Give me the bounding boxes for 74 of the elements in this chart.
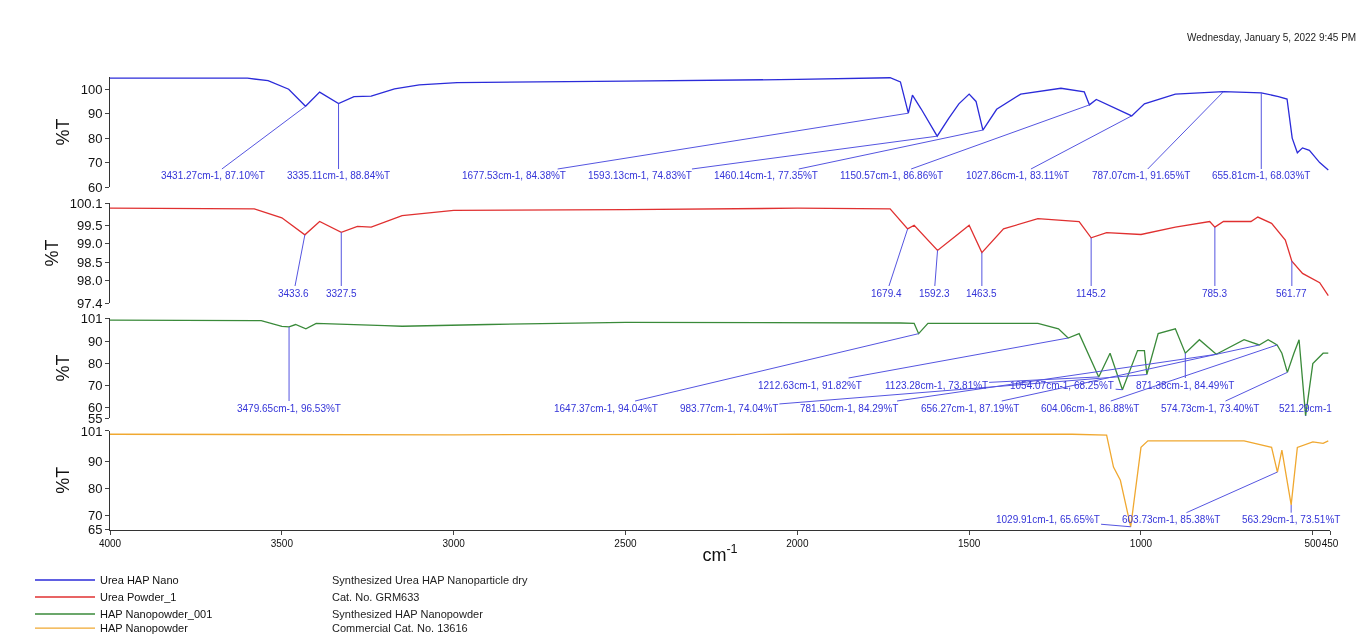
- annotation: 3335.11cm-1, 88.84%T: [287, 170, 391, 181]
- annotation: 1460.14cm-1, 77.35%T: [714, 170, 818, 181]
- y-tick-label: 101: [80, 423, 103, 439]
- x-tick-label: 4000: [98, 537, 122, 549]
- y-tick-label: 70: [87, 377, 103, 393]
- annotation: 1145.2: [1076, 288, 1107, 299]
- y-tick-label: 80: [87, 356, 103, 372]
- x-tick-label: 450: [1321, 537, 1339, 549]
- annotation: 1593.13cm-1, 74.83%T: [588, 170, 692, 181]
- y-axis-title: %T: [52, 354, 73, 382]
- x-tick-label: 3000: [442, 537, 466, 549]
- text: HAP Nanopowder: [100, 622, 189, 635]
- y-tick-label: 65: [87, 522, 103, 538]
- x-axis-title: cm$^{-1}$: [702, 542, 738, 565]
- x-tick-label: 500: [1304, 537, 1322, 549]
- y-tick-label: 101: [80, 310, 103, 326]
- text: Synthesized Urea HAP Nanoparticle dry: [332, 574, 528, 586]
- chart-subtitle: Wednesday, January 5, 2022 9:45 PM: [1187, 32, 1357, 43]
- y-tick-label: 100: [80, 81, 103, 97]
- annotation: 1029.91cm-1, 65.65%T: [996, 514, 1100, 525]
- annotation: 785.3: [1202, 288, 1228, 299]
- y-axis-title: %T: [52, 466, 73, 494]
- y-axis-title: %T: [42, 239, 63, 267]
- y-axis-title: %T: [52, 118, 73, 146]
- x-tick-label: 2500: [614, 537, 638, 549]
- text: Synthesized HAP Nanopowder: [332, 608, 484, 620]
- annotation: 1150.57cm-1, 86.86%T: [840, 170, 944, 181]
- y-tick-label: 70: [87, 155, 103, 171]
- y-tick-label: 100.1: [69, 195, 103, 211]
- annotation: 655.81cm-1, 68.03%T: [1212, 170, 1311, 181]
- text: Cat. No. GRM633: [332, 591, 420, 603]
- y-tick-label: 60: [87, 179, 103, 195]
- y-tick-label: 90: [87, 453, 103, 469]
- annotation: 604.06cm-1, 86.88%T: [1041, 403, 1140, 414]
- text: Urea HAP Nano: [100, 574, 179, 587]
- text: HAP Nanopowder_001: [100, 608, 213, 621]
- y-tick-label: 99.0: [77, 236, 103, 252]
- annotation: 561.77: [1276, 288, 1308, 299]
- annotation: 1679.4: [871, 288, 903, 299]
- annotation: 563.29cm-1, 73.51%T: [1242, 514, 1341, 525]
- annotation: 3431.27cm-1, 87.10%T: [161, 170, 265, 181]
- annotation: 1592.3: [919, 288, 951, 299]
- y-tick-label: 98.5: [77, 254, 103, 270]
- annotation: 3433.6: [278, 288, 310, 299]
- y-tick-label: 99.5: [77, 217, 103, 233]
- annotation: 1463.5: [966, 288, 998, 299]
- annotation: 1677.53cm-1, 84.38%T: [462, 170, 566, 181]
- y-tick-label: 60: [87, 399, 103, 415]
- line-series: [110, 207, 1329, 297]
- x-tick-label: 2000: [786, 537, 809, 549]
- x-tick-label: 1500: [958, 537, 981, 549]
- text: Commercial Cat. No. 13616: [332, 622, 468, 634]
- annotation: 787.07cm-1, 91.65%T: [1092, 170, 1191, 181]
- y-tick-label: 70: [87, 508, 103, 524]
- y-tick-label: 90: [87, 106, 103, 122]
- annotation: 1123.28cm-1, 73.81%T: [885, 380, 989, 391]
- x-tick-label: 3500: [270, 537, 294, 549]
- x-tick-label: 1000: [1129, 537, 1153, 549]
- y-tick-label: 90: [87, 334, 103, 350]
- line-series: [110, 77, 1329, 171]
- annotation: 1212.63cm-1, 91.82%T: [758, 380, 862, 391]
- text: Urea Powder_1: [100, 591, 177, 604]
- annotation: 3479.65cm-1, 96.53%T: [237, 403, 341, 414]
- y-tick-label: 80: [87, 130, 103, 146]
- annotation: 3327.5: [326, 288, 358, 299]
- annotation: 574.73cm-1, 73.40%T: [1161, 403, 1260, 414]
- annotation: 781.50cm-1, 84.29%T: [800, 403, 899, 414]
- annotation: 983.77cm-1, 74.04%T: [680, 403, 779, 414]
- y-tick-label: 80: [87, 481, 103, 497]
- annotation: 1027.86cm-1, 83.11%T: [966, 170, 1070, 181]
- y-tick-label: 98.0: [77, 273, 103, 289]
- annotation: 1647.37cm-1, 94.04%T: [554, 403, 658, 414]
- annotation: 656.27cm-1, 87.19%T: [921, 403, 1020, 414]
- y-tick-label: 97.4: [77, 295, 103, 311]
